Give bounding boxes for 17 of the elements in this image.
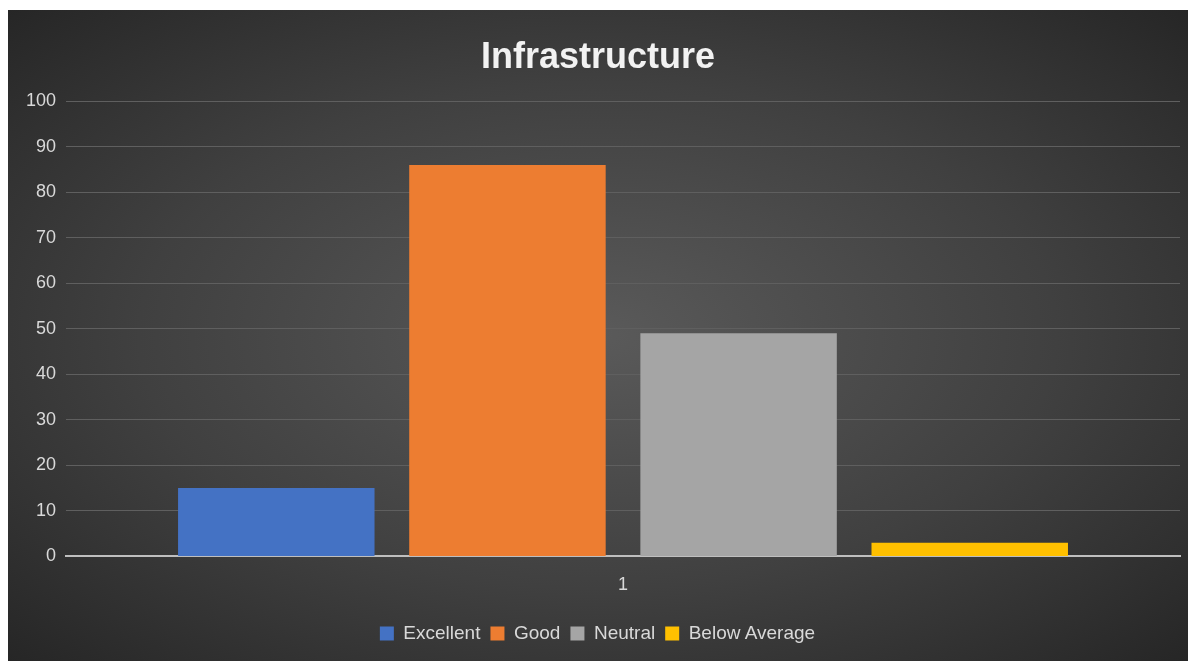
y-tick-label: 90 bbox=[36, 135, 57, 156]
y-tick-label: 0 bbox=[46, 545, 57, 566]
y-tick-label: 30 bbox=[36, 408, 57, 429]
y-tick-label: 80 bbox=[36, 181, 57, 202]
y-tick-label: 20 bbox=[36, 454, 57, 475]
y-tick-label: 100 bbox=[25, 90, 57, 111]
y-tick-label: 50 bbox=[36, 317, 57, 338]
y-tick-label: 10 bbox=[36, 499, 57, 520]
legend-label: Neutral bbox=[593, 621, 656, 643]
x-tick-label: 1 bbox=[618, 574, 629, 595]
legend-label: Excellent bbox=[403, 621, 482, 643]
y-tick-label: 40 bbox=[36, 363, 57, 384]
chart-title: Infrastructure bbox=[480, 34, 716, 76]
legend-label: Good bbox=[513, 621, 561, 643]
legend-label: Below Average bbox=[688, 621, 816, 643]
y-tick-label: 60 bbox=[36, 272, 57, 293]
y-tick-label: 70 bbox=[36, 226, 57, 247]
